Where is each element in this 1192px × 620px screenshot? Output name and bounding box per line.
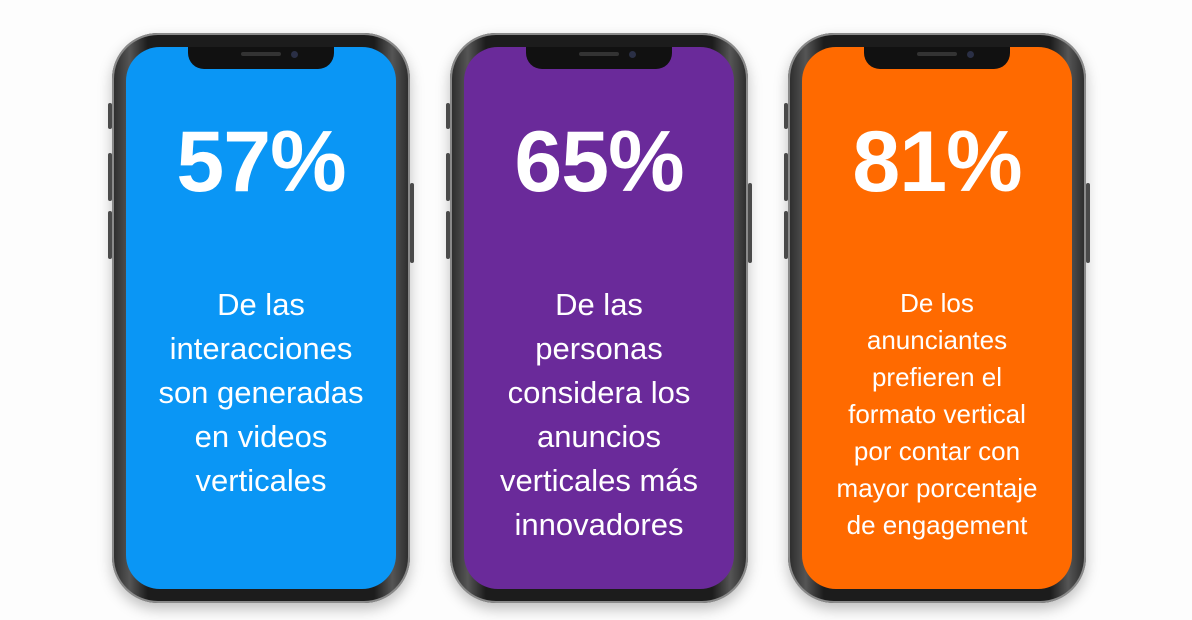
phone-2-screen: 65% De las personas considera los anunci… bbox=[464, 47, 734, 589]
description-line: anunciantes bbox=[866, 325, 1008, 355]
phone-3: 81% De los anunciantes prefieren el form… bbox=[784, 33, 1090, 603]
speaker-icon bbox=[241, 52, 281, 56]
stat-description: De las personas considera los anuncios v… bbox=[470, 283, 728, 547]
stat-description: De las interacciones son generadas en vi… bbox=[132, 283, 390, 503]
volume-down-button bbox=[108, 211, 112, 259]
volume-up-button bbox=[784, 153, 788, 201]
description-line: De los bbox=[900, 288, 974, 318]
volume-up-button bbox=[446, 153, 450, 201]
speaker-icon bbox=[917, 52, 957, 56]
description-line: por contar con bbox=[853, 436, 1021, 466]
camera-icon bbox=[967, 51, 974, 58]
power-button bbox=[748, 183, 752, 263]
stat-percent: 81% bbox=[852, 114, 1022, 210]
stat-percent: 65% bbox=[514, 114, 684, 210]
phone-3-screen: 81% De los anunciantes prefieren el form… bbox=[802, 47, 1072, 589]
speaker-icon bbox=[579, 52, 619, 56]
power-button bbox=[410, 183, 414, 263]
description-line: verticales más bbox=[499, 463, 699, 498]
description-line: De las bbox=[217, 287, 305, 322]
description-line: De las bbox=[555, 287, 643, 322]
description-line: innovadores bbox=[514, 507, 684, 542]
camera-icon bbox=[629, 51, 636, 58]
description-line: verticales bbox=[195, 463, 327, 498]
description-line: mayor porcentaje bbox=[836, 473, 1038, 503]
notch bbox=[526, 47, 672, 69]
phone-1: 57% De las interacciones son generadas e… bbox=[108, 33, 414, 603]
stat-description: De los anunciantes prefieren el formato … bbox=[808, 285, 1066, 544]
description-line: prefieren el bbox=[871, 362, 1003, 392]
silent-switch bbox=[784, 103, 788, 129]
description-line: en videos bbox=[194, 419, 328, 454]
silent-switch bbox=[446, 103, 450, 129]
description-line: son generadas bbox=[158, 375, 364, 410]
description-line: de engagement bbox=[846, 510, 1028, 540]
silent-switch bbox=[108, 103, 112, 129]
camera-icon bbox=[291, 51, 298, 58]
notch bbox=[864, 47, 1010, 69]
volume-down-button bbox=[784, 211, 788, 259]
description-line: interacciones bbox=[169, 331, 353, 366]
volume-up-button bbox=[108, 153, 112, 201]
description-line: considera los bbox=[507, 375, 691, 410]
description-line: anuncios bbox=[536, 419, 662, 454]
power-button bbox=[1086, 183, 1090, 263]
notch bbox=[188, 47, 334, 69]
volume-down-button bbox=[446, 211, 450, 259]
description-line: formato vertical bbox=[848, 399, 1026, 429]
stat-percent: 57% bbox=[176, 114, 346, 210]
phone-1-screen: 57% De las interacciones son generadas e… bbox=[126, 47, 396, 589]
phone-2: 65% De las personas considera los anunci… bbox=[446, 33, 752, 603]
description-line: personas bbox=[535, 331, 663, 366]
